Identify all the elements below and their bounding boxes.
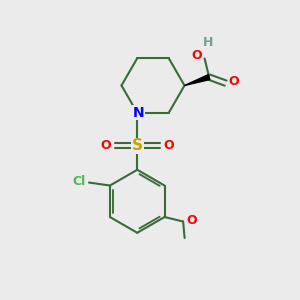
Text: O: O xyxy=(191,49,202,62)
Polygon shape xyxy=(184,75,210,86)
Text: O: O xyxy=(186,214,197,226)
Text: O: O xyxy=(100,139,111,152)
Text: O: O xyxy=(164,139,174,152)
Text: N: N xyxy=(133,106,145,120)
Text: S: S xyxy=(132,138,143,153)
Text: Cl: Cl xyxy=(73,175,86,188)
Text: O: O xyxy=(229,75,239,88)
Text: H: H xyxy=(203,36,213,50)
